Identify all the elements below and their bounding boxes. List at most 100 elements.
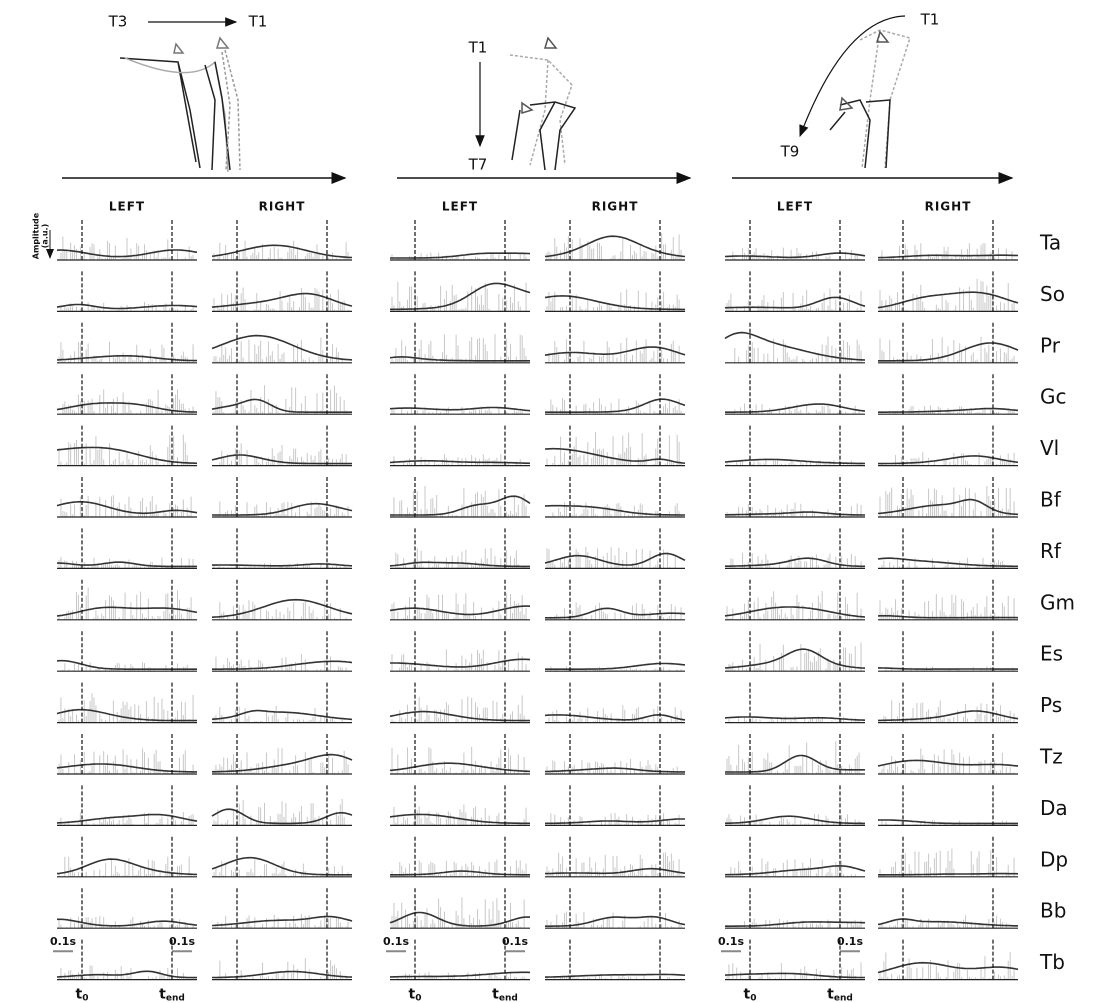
emg-plot [724, 271, 866, 312]
emg-envelope [212, 563, 353, 567]
emg-envelope [389, 762, 531, 773]
emg-plot [725, 374, 866, 415]
emg-envelope [56, 501, 198, 515]
emg-envelope [56, 355, 197, 362]
emg-envelope [390, 252, 531, 259]
emg-plot [211, 682, 353, 724]
emg-envelope [389, 460, 531, 465]
emg-plot [56, 271, 198, 312]
emg-envelope [212, 502, 353, 516]
emg-plot [877, 528, 1018, 570]
emg-plot [878, 682, 1019, 724]
emg-plot [877, 477, 1019, 518]
emg-envelope [877, 498, 1019, 516]
emg-plot [544, 271, 685, 312]
emg-plot [56, 579, 198, 621]
emg-envelope [56, 402, 198, 413]
emg-plot [212, 631, 353, 672]
emg-plot [56, 785, 198, 827]
emg-envelope [878, 407, 1019, 413]
emg-envelope [544, 235, 686, 258]
emg-plot [878, 425, 1019, 467]
emg-plot [56, 734, 197, 775]
emg-envelope [212, 660, 353, 670]
emg-envelope [545, 398, 686, 413]
emg-envelope [56, 659, 197, 670]
emg-envelope [56, 303, 198, 310]
muscle-label: Tz [1039, 745, 1063, 769]
emg-envelope [211, 292, 353, 308]
emg-envelope [724, 252, 866, 259]
muscle-label: Ps [1040, 693, 1062, 717]
amplitude-label: Amplitude [32, 212, 41, 259]
emg-plot [724, 220, 866, 261]
emg-envelope [877, 759, 1019, 767]
emg-plot [877, 579, 1019, 621]
emg-envelope [877, 557, 1018, 568]
emg-envelope [390, 658, 531, 668]
emg-envelope [545, 607, 686, 619]
transition-to: T9 [780, 143, 800, 161]
emg-plot [545, 631, 686, 672]
emg-envelope [56, 249, 198, 258]
emg-plot [389, 734, 531, 775]
emg-envelope [544, 346, 686, 356]
emg-envelope [211, 454, 352, 465]
emg-envelope [878, 710, 1019, 722]
emg-plot [211, 322, 353, 364]
transition-to: T7 [468, 156, 488, 174]
side-header: RIGHT [592, 200, 639, 214]
emg-envelope [211, 598, 353, 618]
emg-envelope [211, 334, 353, 361]
muscle-label: So [1040, 282, 1065, 306]
emg-plot [544, 528, 686, 570]
emg-plot [724, 631, 866, 672]
emg-envelope [389, 356, 530, 362]
muscle-label: Da [1040, 796, 1068, 820]
emg-envelope [56, 763, 197, 773]
muscle-label: Rf [1040, 539, 1062, 563]
emg-plot [212, 477, 353, 518]
emg-envelope [725, 557, 865, 568]
emg-plot [389, 374, 531, 415]
emg-envelope [724, 716, 866, 721]
emg-plot [56, 682, 197, 724]
emg-envelope [725, 511, 865, 516]
emg-envelope [211, 709, 353, 721]
side-header: RIGHT [925, 200, 972, 214]
side-header: LEFT [109, 200, 145, 214]
emg-envelope [878, 667, 1018, 670]
emg-envelope [725, 403, 866, 413]
emg-envelope [544, 552, 686, 566]
muscle-label: Gm [1040, 590, 1075, 614]
emg-envelope [878, 455, 1019, 465]
emg-plot [56, 374, 198, 415]
emg-plot [389, 322, 530, 364]
emg-plot [725, 477, 865, 518]
emg-envelope [57, 561, 197, 568]
emg-envelope [724, 606, 866, 618]
emg-plot [56, 322, 197, 364]
emg-plot [390, 220, 531, 261]
emg-plot [878, 374, 1019, 415]
emg-plot [544, 322, 686, 364]
emg-plot [724, 322, 866, 364]
emg-plot [544, 220, 686, 261]
transition-from: T3 [108, 13, 128, 31]
emg-envelope [545, 504, 685, 516]
muscle-label: Vl [1040, 436, 1059, 460]
emg-plot [56, 631, 197, 672]
emg-envelope [544, 295, 685, 311]
side-header: LEFT [777, 200, 813, 214]
emg-envelope [390, 282, 531, 311]
emg-plot [56, 425, 198, 467]
emg-envelope [389, 710, 530, 722]
emg-plot [724, 579, 866, 621]
emg-plot [389, 579, 531, 621]
emg-envelope [389, 561, 530, 568]
transition-from: T1 [920, 11, 940, 29]
emg-plot [57, 528, 197, 570]
emg-plot [211, 425, 352, 467]
emg-envelope [389, 406, 531, 412]
